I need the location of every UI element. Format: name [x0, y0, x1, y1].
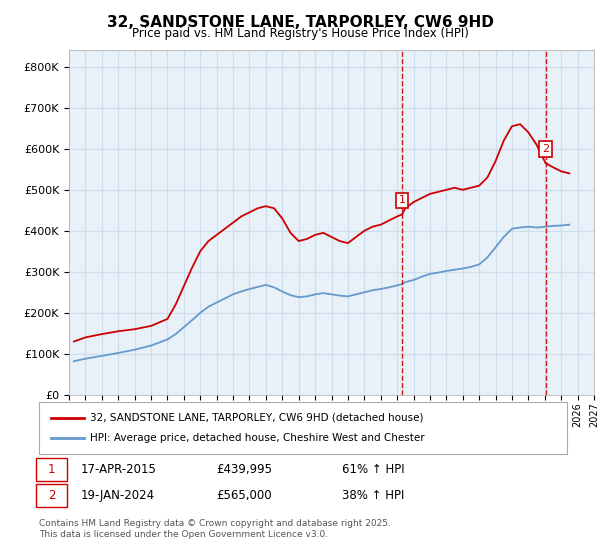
Text: 2: 2	[48, 489, 55, 502]
Text: HPI: Average price, detached house, Cheshire West and Chester: HPI: Average price, detached house, Ches…	[90, 433, 425, 443]
Text: Price paid vs. HM Land Registry's House Price Index (HPI): Price paid vs. HM Land Registry's House …	[131, 27, 469, 40]
Text: 2: 2	[542, 144, 549, 154]
Text: 32, SANDSTONE LANE, TARPORLEY, CW6 9HD: 32, SANDSTONE LANE, TARPORLEY, CW6 9HD	[107, 15, 493, 30]
Text: 1: 1	[398, 195, 406, 206]
Text: £565,000: £565,000	[216, 489, 272, 502]
Text: 38% ↑ HPI: 38% ↑ HPI	[342, 489, 404, 502]
Text: 1: 1	[48, 463, 55, 476]
Text: £439,995: £439,995	[216, 463, 272, 476]
Text: 61% ↑ HPI: 61% ↑ HPI	[342, 463, 404, 476]
Text: 19-JAN-2024: 19-JAN-2024	[81, 489, 155, 502]
Text: 17-APR-2015: 17-APR-2015	[81, 463, 157, 476]
Text: Contains HM Land Registry data © Crown copyright and database right 2025.
This d: Contains HM Land Registry data © Crown c…	[39, 520, 391, 539]
Text: 32, SANDSTONE LANE, TARPORLEY, CW6 9HD (detached house): 32, SANDSTONE LANE, TARPORLEY, CW6 9HD (…	[90, 413, 424, 423]
